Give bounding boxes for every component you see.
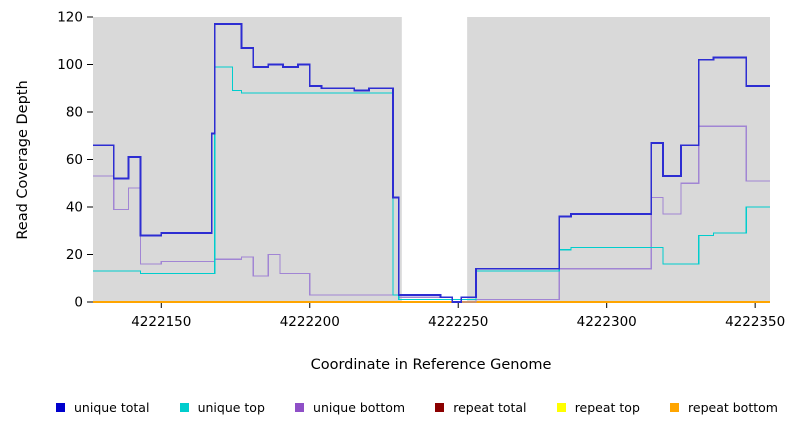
legend-label-unique-top: unique top bbox=[197, 400, 265, 415]
y-tick-label: 80 bbox=[66, 105, 83, 121]
x-tick-label: 4222150 bbox=[131, 314, 191, 330]
x-tick-label: 4222300 bbox=[577, 314, 637, 330]
y-tick-label: 0 bbox=[74, 295, 83, 311]
legend-swatch-unique-total bbox=[56, 403, 65, 412]
legend-swatch-repeat-top bbox=[556, 403, 566, 412]
y-tick-label: 20 bbox=[66, 247, 83, 263]
legend-swatch-repeat-bottom bbox=[670, 403, 680, 412]
x-axis-label: Coordinate in Reference Genome bbox=[311, 357, 552, 373]
legend-label-repeat-bottom: repeat bottom bbox=[688, 400, 778, 415]
series-unique-total bbox=[93, 23, 770, 303]
legend-label-repeat-top: repeat top bbox=[574, 400, 640, 415]
legend-label-repeat-total: repeat total bbox=[453, 400, 527, 415]
legend-label-unique-total: unique total bbox=[74, 400, 150, 415]
legend-item-unique-bottom: unique bottom bbox=[295, 400, 405, 415]
legend-swatch-unique-bottom bbox=[295, 403, 305, 412]
y-tick-label: 120 bbox=[57, 10, 83, 26]
x-tick-label: 4222200 bbox=[280, 314, 340, 330]
coverage-plot: 4222150 4222200 4222250 4222300 4222350 0 20 40… bbox=[15, 10, 785, 374]
legend-item-repeat-bottom: repeat bottom bbox=[670, 400, 778, 415]
y-tick-label: 60 bbox=[66, 152, 83, 168]
y-tick-label: 40 bbox=[66, 200, 83, 216]
x-tick-label: 4222250 bbox=[428, 314, 488, 330]
series-unique-bottom bbox=[93, 125, 770, 303]
legend-item-repeat-top: repeat top bbox=[556, 400, 640, 415]
legend-swatch-repeat-total bbox=[435, 403, 445, 412]
legend: unique total unique top unique bottom repea… bbox=[0, 400, 792, 415]
legend-label-unique-bottom: unique bottom bbox=[313, 400, 406, 415]
y-axis-label: Read Coverage Depth bbox=[15, 80, 31, 239]
x-tick-label: 4222350 bbox=[725, 314, 785, 330]
legend-item-unique-total: unique total bbox=[56, 400, 149, 415]
legend-item-repeat-total: repeat total bbox=[435, 400, 527, 415]
legend-swatch-unique-top bbox=[179, 403, 189, 412]
y-tick-label: 100 bbox=[57, 57, 83, 73]
legend-item-unique-top: unique top bbox=[179, 400, 265, 415]
masked-gap-region bbox=[401, 17, 468, 302]
